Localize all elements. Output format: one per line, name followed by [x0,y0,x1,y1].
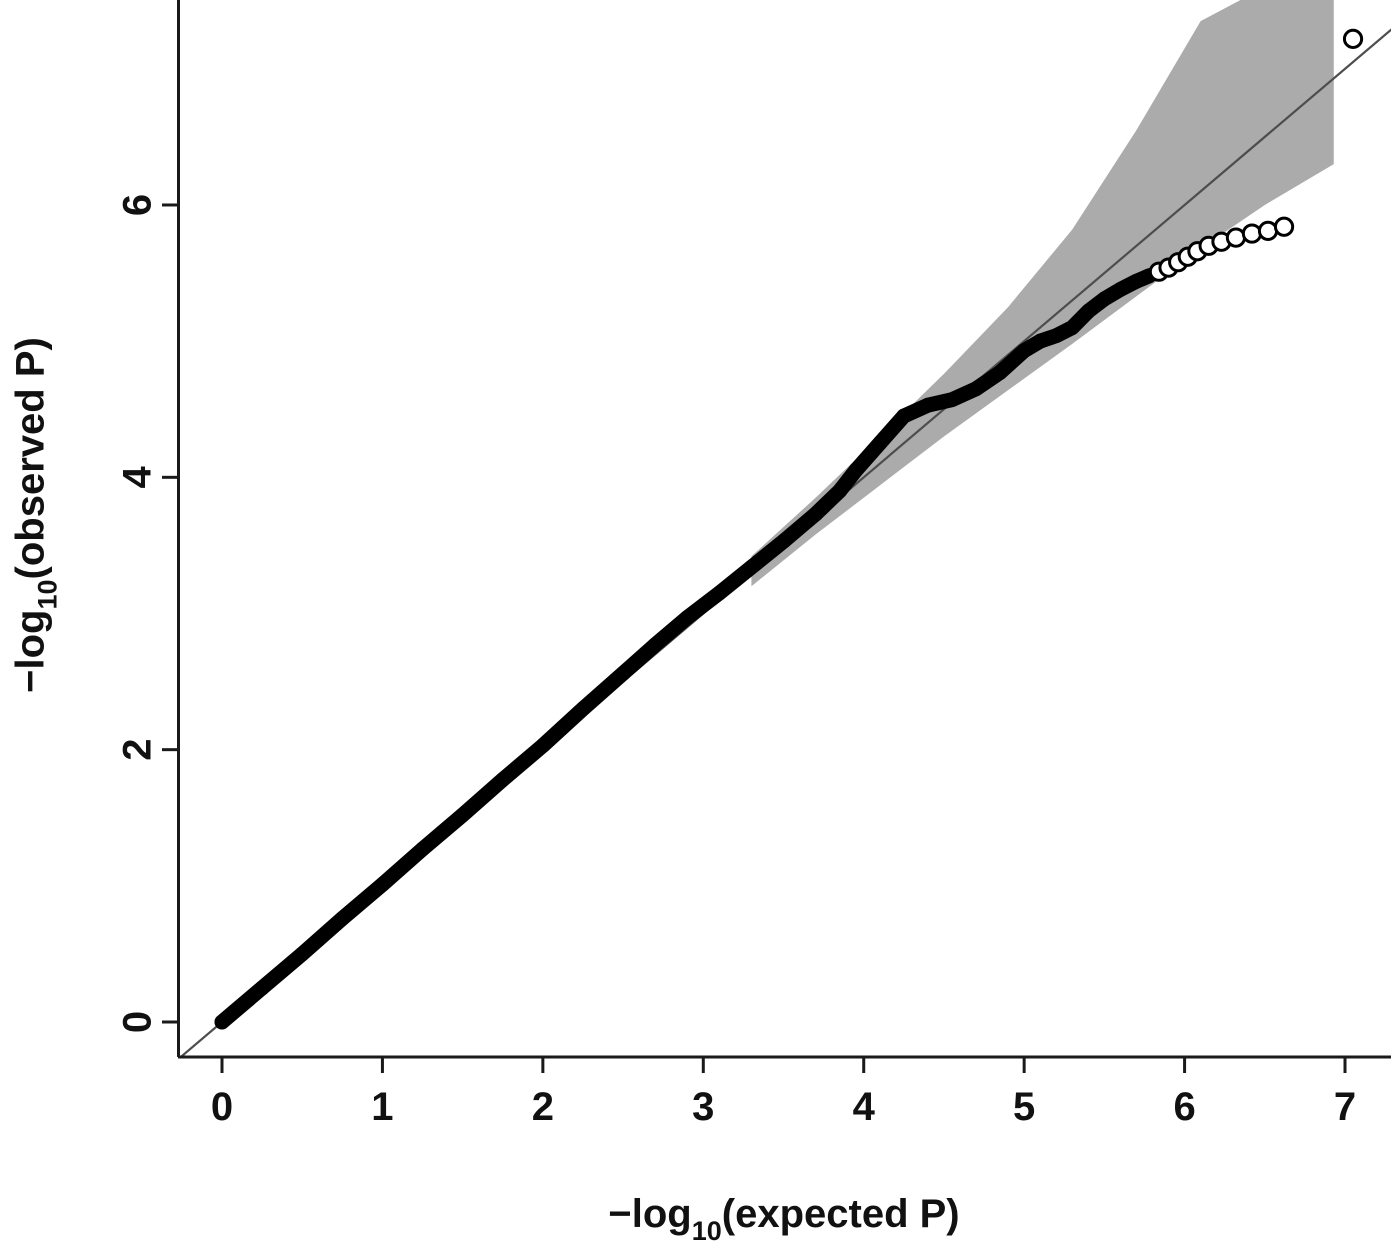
y-tick-label: 2 [116,739,160,761]
x-tick-label: 6 [1173,1085,1195,1129]
x-tick-label: 7 [1334,1085,1356,1129]
y-tick-label: 4 [116,465,160,488]
y-axis-label-sub: 10 [32,579,63,610]
x-tick-label: 5 [1013,1085,1035,1129]
confidence-band [751,0,1334,587]
x-tick-label: 4 [853,1085,876,1129]
y-axis-label-suffix: (observed P) [8,337,53,580]
y-tick-label: 6 [116,194,160,216]
observed-quantiles-tail [1148,216,1295,282]
x-axis-label-sub: 10 [691,1216,722,1241]
x-tick-label: 1 [371,1085,393,1129]
qq-points-dense [214,268,1157,1030]
y-axis-label: −log10(observed P) [8,337,63,693]
y-axis-label-prefix: −log [8,609,53,693]
y-tick-label: 0 [116,1011,160,1033]
x-tick-label: 0 [211,1085,233,1129]
top-outlier [1342,28,1364,49]
x-tick-label: 2 [532,1085,554,1129]
x-axis-label-suffix: (expected P) [721,1192,960,1236]
axes: 0 1 2 3 4 5 6 7 0 2 4 6 [116,0,1391,1129]
x-tick-label: 3 [692,1085,714,1129]
x-axis-label: −log10(expected P) [608,1192,959,1241]
x-axis-label-prefix: −log [608,1192,692,1236]
